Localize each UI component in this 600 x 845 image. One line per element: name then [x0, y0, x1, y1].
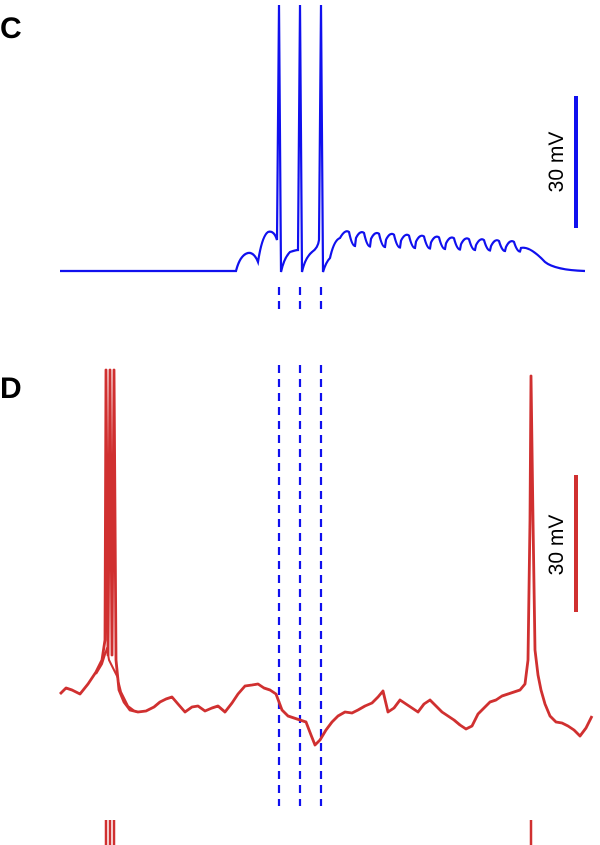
spike-markers — [277, 287, 323, 313]
scale-bar-label: 30 mV — [545, 515, 568, 576]
voltage-trace — [60, 4, 586, 273]
scale-bar-label: 30 mV — [545, 132, 568, 193]
voltage-trace — [59, 368, 594, 747]
panel-label: C — [0, 12, 22, 45]
voltage-trace — [95, 647, 137, 713]
panel-label: D — [0, 372, 22, 405]
spike-raster — [104, 820, 533, 845]
spike-markers — [277, 365, 323, 806]
